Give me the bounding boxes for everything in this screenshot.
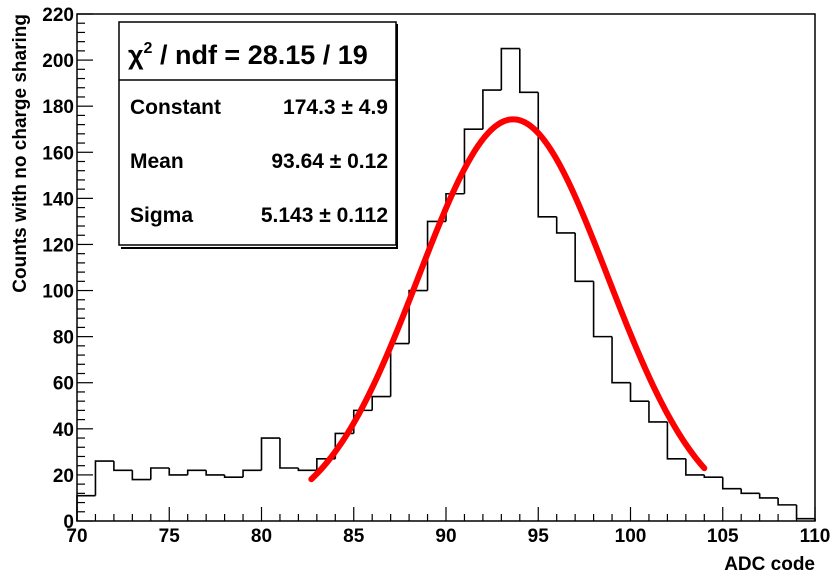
y-tick-label: 120 — [42, 235, 74, 256]
histogram-bin — [205, 470, 225, 476]
x-axis-title: ADC code — [724, 554, 815, 575]
histogram-bin — [611, 336, 631, 384]
constant-value: 174.3 ± 4.9 — [283, 96, 388, 119]
histogram-bin — [721, 477, 742, 490]
x-tick-label: 70 — [66, 526, 87, 547]
y-tick-label: 220 — [42, 5, 74, 26]
histogram-bin — [260, 437, 280, 471]
histogram-bin — [758, 493, 779, 499]
histogram-bin — [519, 48, 539, 94]
stats-box: χ2 / ndf = 28.15 / 19 Constant 174.3 ± 4… — [118, 21, 398, 249]
histogram-bin — [223, 474, 244, 479]
histogram-bin — [168, 467, 188, 476]
histogram-bin — [740, 488, 760, 495]
mean-value: 93.64 ± 0.12 — [271, 150, 388, 173]
gaussian-fit-curve — [308, 116, 708, 483]
y-tick-label: 180 — [42, 97, 74, 118]
y-tick-label: 0 — [63, 512, 74, 533]
histogram-bin — [131, 470, 151, 481]
histogram-bin — [555, 216, 576, 234]
histogram-bin — [482, 89, 502, 130]
histogram-bin — [279, 438, 299, 469]
x-tick-label: 85 — [343, 526, 365, 547]
histogram-bin — [500, 47, 520, 91]
y-tick-label: 100 — [42, 282, 74, 303]
histogram-bin — [113, 461, 133, 472]
sigma-label: Sigma — [130, 204, 193, 227]
chi2-ndf-text: χ2 / ndf = 28.15 / 19 — [128, 40, 368, 70]
sigma-value: 5.143 ± 0.112 — [261, 204, 388, 227]
histogram-bin — [777, 497, 797, 506]
x-tick-label: 105 — [707, 526, 739, 547]
y-tick-label: 200 — [42, 51, 74, 72]
histogram-bin — [242, 469, 262, 478]
mean-label: Mean — [130, 150, 184, 173]
histogram-bin — [648, 401, 668, 423]
constant-label: Constant — [130, 96, 221, 119]
y-tick-label: 20 — [53, 466, 74, 487]
y-tick-label: 80 — [53, 328, 74, 349]
histogram-bin — [629, 382, 649, 402]
x-tick-label: 90 — [435, 526, 456, 547]
axes: 70 75 80 85 90 95 100 105 110 0 20 40 60 80 100 120 140 1… — [42, 5, 830, 547]
x-tick-label: 75 — [159, 526, 181, 547]
histogram-bin — [150, 467, 170, 480]
histogram-bin — [666, 421, 686, 460]
histogram-bin — [297, 467, 317, 472]
y-tick-label: 40 — [53, 420, 74, 441]
fit-curve-layer — [308, 116, 708, 483]
y-axis-title: Counts with no charge sharing — [10, 14, 31, 293]
histogram-bin — [186, 469, 207, 475]
x-tick-label: 110 — [800, 526, 830, 547]
histogram-bin — [94, 460, 114, 496]
histogram-bin — [574, 232, 594, 283]
x-tick-label: 100 — [615, 526, 647, 547]
histogram-bin — [408, 289, 428, 344]
x-tick-label: 80 — [251, 526, 272, 547]
histogram-bin — [685, 458, 705, 476]
y-tick-label: 160 — [42, 143, 74, 164]
histogram-bin — [703, 474, 723, 479]
histogram-bin — [592, 281, 613, 338]
y-tick-label: 60 — [53, 374, 74, 395]
y-tick-label: 140 — [42, 189, 74, 210]
x-tick-label: 95 — [528, 526, 550, 547]
histogram-bin — [371, 395, 391, 411]
